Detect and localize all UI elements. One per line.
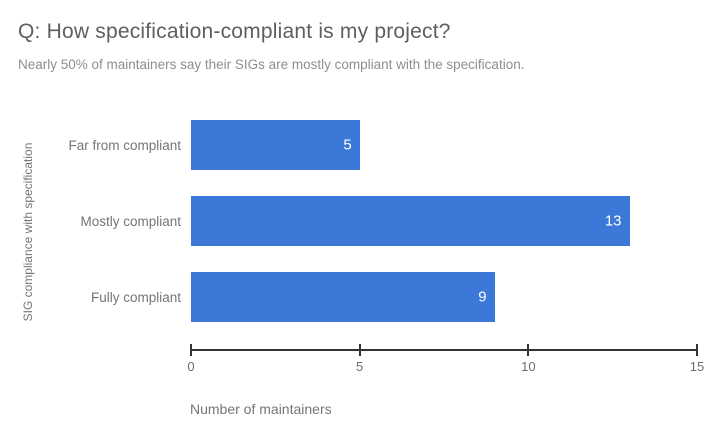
bar: 5 (191, 120, 360, 170)
x-axis-tick-mark (358, 344, 361, 356)
category-label: Fully compliant (90, 289, 181, 305)
bar-value-label: 5 (343, 136, 352, 154)
x-axis-tick-mark (190, 344, 192, 356)
x-axis-tick-label: 0 (187, 359, 195, 374)
category-label: Mostly compliant (80, 213, 181, 229)
category-label: Far from compliant (68, 137, 181, 153)
chart-title: Q: How specification-compliant is my pro… (18, 20, 451, 43)
x-axis-tick-label: 15 (689, 359, 705, 374)
bar-value-label: 9 (478, 288, 487, 306)
y-axis-title: SIG compliance with specification (21, 142, 35, 322)
bar: 13 (191, 196, 630, 246)
x-axis-tick-mark (527, 344, 530, 356)
chart-subtitle: Nearly 50% of maintainers say their SIGs… (18, 57, 525, 72)
bar: 9 (191, 272, 495, 322)
x-axis-line (190, 349, 698, 351)
x-axis-title: Number of maintainers (190, 401, 332, 417)
x-axis-tick-mark (696, 344, 698, 356)
bar-value-label: 13 (604, 212, 622, 230)
x-axis-tick-label: 5 (356, 359, 364, 374)
x-axis-tick-label: 10 (521, 359, 536, 374)
